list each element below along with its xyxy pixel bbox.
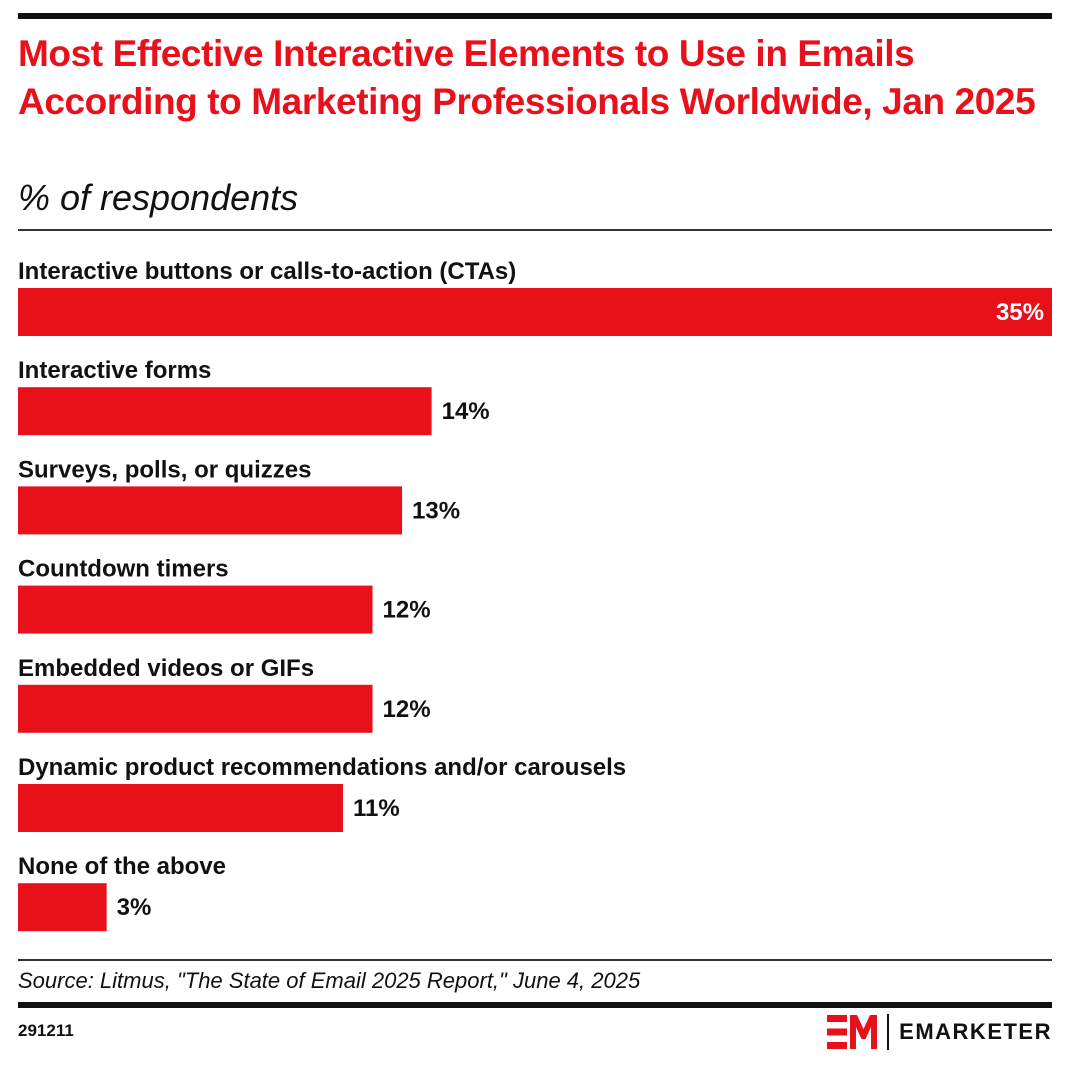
em-logo-icon (827, 1015, 878, 1049)
bar (18, 585, 373, 634)
value-label: 3% (117, 894, 152, 921)
subtitle-rule (18, 229, 1052, 231)
category-label: Countdown timers (18, 556, 229, 583)
value-label: 12% (383, 696, 431, 723)
value-label: 14% (442, 398, 490, 425)
chart-title: Most Effective Interactive Elements to U… (18, 33, 1036, 122)
logo-wordmark: EMARKETER (899, 1019, 1052, 1044)
chart-id: 291211 (18, 1021, 74, 1040)
footer-rule (18, 1002, 1052, 1008)
source-note: Source: Litmus, "The State of Email 2025… (18, 968, 641, 993)
value-label: 11% (353, 795, 400, 822)
bar (18, 486, 403, 535)
chart-subtitle: % of respondents (18, 177, 299, 218)
bar (18, 684, 373, 733)
category-label: None of the above (18, 853, 226, 880)
bar (18, 784, 343, 832)
bar (18, 883, 107, 932)
emarketer-logo[interactable]: EMARKETER (827, 1012, 1052, 1052)
category-label: Interactive forms (18, 357, 211, 384)
bar (18, 288, 1052, 336)
value-label: 13% (412, 497, 460, 524)
source-rule (18, 959, 1052, 961)
category-label: Interactive buttons or calls-to-action (… (18, 258, 516, 285)
value-label: 35% (996, 299, 1044, 326)
category-label: Surveys, polls, or quizzes (18, 456, 311, 483)
logo-divider (887, 1014, 890, 1050)
category-label: Dynamic product recommendations and/or c… (18, 754, 626, 781)
category-label: Embedded videos or GIFs (18, 655, 314, 682)
value-label: 12% (383, 597, 431, 624)
bar (18, 387, 432, 436)
top-rule (18, 13, 1052, 19)
